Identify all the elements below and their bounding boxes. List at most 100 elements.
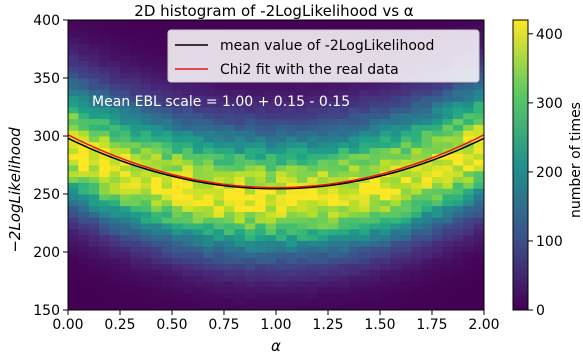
heatmap-cell xyxy=(140,298,152,305)
heatmap-cell xyxy=(338,107,350,114)
heatmap-cell xyxy=(192,228,204,236)
heatmap-cell xyxy=(172,228,183,236)
heatmap-cell xyxy=(78,194,90,201)
heatmap-cell xyxy=(411,118,423,125)
heatmap-cell xyxy=(255,223,267,230)
heatmap-cell xyxy=(78,217,90,224)
heatmap-cell xyxy=(120,269,131,276)
heatmap-cell xyxy=(307,199,319,207)
heatmap-cell xyxy=(109,182,121,189)
heatmap-cell xyxy=(369,83,381,91)
heatmap-cell xyxy=(369,159,381,166)
heatmap-cell xyxy=(390,95,402,102)
heatmap-cell xyxy=(130,66,142,73)
heatmap-cell xyxy=(151,188,163,195)
heatmap-cell xyxy=(130,234,142,241)
heatmap-cell xyxy=(192,159,204,166)
heatmap-cell xyxy=(213,188,225,195)
heatmap-cell xyxy=(78,263,90,270)
heatmap-cell xyxy=(120,188,131,195)
heatmap-cell xyxy=(68,101,79,108)
heatmap-cell xyxy=(400,20,412,27)
heatmap-cell xyxy=(317,153,329,160)
heatmap-cell xyxy=(328,112,339,120)
heatmap-cell xyxy=(390,234,402,241)
heatmap-cell xyxy=(99,234,111,241)
heatmap-cell xyxy=(140,170,152,178)
heatmap-cell xyxy=(473,257,485,265)
heatmap-cell xyxy=(99,136,111,143)
heatmap-cell xyxy=(151,252,163,259)
heatmap-cell xyxy=(265,252,277,259)
heatmap-cell xyxy=(151,275,163,282)
heatmap-cell xyxy=(244,304,256,311)
heatmap-cell xyxy=(88,112,100,120)
heatmap-cell xyxy=(421,153,433,160)
heatmap-cell xyxy=(463,217,475,224)
heatmap-cell xyxy=(380,124,391,131)
heatmap-cell xyxy=(473,286,485,294)
heatmap-cell xyxy=(452,246,464,253)
heatmap-cell xyxy=(99,95,111,102)
heatmap-cell xyxy=(161,223,173,230)
heatmap-cell xyxy=(78,66,90,73)
heatmap-cell xyxy=(473,136,485,143)
heatmap-cell xyxy=(286,112,298,120)
heatmap-cell xyxy=(88,78,100,85)
heatmap-cell xyxy=(109,292,121,299)
heatmap-cell xyxy=(421,25,433,33)
heatmap-cell xyxy=(369,292,381,299)
heatmap-cell xyxy=(161,263,173,270)
heatmap-cell xyxy=(276,107,287,114)
heatmap-cell xyxy=(452,223,464,230)
heatmap-cell xyxy=(338,304,350,311)
heatmap-cell xyxy=(421,89,433,96)
heatmap-cell xyxy=(317,95,329,102)
heatmap-cell xyxy=(296,101,308,108)
heatmap-cell xyxy=(172,298,183,305)
heatmap-cell xyxy=(307,141,319,149)
x-tick-label: 1.25 xyxy=(312,317,343,333)
heatmap-cell xyxy=(88,66,100,73)
heatmap-cell xyxy=(286,176,298,183)
heatmap-cell xyxy=(161,25,173,33)
heatmap-cell xyxy=(192,89,204,96)
heatmap-cell xyxy=(369,205,381,212)
heatmap-cell xyxy=(390,286,402,294)
heatmap-cell xyxy=(78,112,90,120)
heatmap-cell xyxy=(369,95,381,102)
heatmap-cell xyxy=(421,182,433,189)
heatmap-cell xyxy=(161,83,173,91)
heatmap-cell xyxy=(421,170,433,178)
heatmap-cell xyxy=(203,234,215,241)
heatmap-cell xyxy=(192,223,204,230)
heatmap-cell xyxy=(99,223,111,230)
heatmap-cell xyxy=(369,136,381,143)
heatmap-cell xyxy=(172,83,183,91)
heatmap-cell xyxy=(359,246,371,253)
heatmap-cell xyxy=(130,263,142,270)
heatmap-cell xyxy=(359,124,371,131)
heatmap-cell xyxy=(348,234,360,241)
heatmap-cell xyxy=(172,176,183,183)
heatmap-cell xyxy=(88,83,100,91)
heatmap-cell xyxy=(348,199,360,207)
heatmap-cell xyxy=(78,182,90,189)
heatmap-cell xyxy=(172,112,183,120)
heatmap-cell xyxy=(109,147,121,154)
heatmap-cell xyxy=(442,275,454,282)
heatmap-cell xyxy=(120,182,131,189)
heatmap-cell xyxy=(400,165,412,172)
heatmap-cell xyxy=(120,95,131,102)
heatmap-cell xyxy=(99,252,111,259)
heatmap-cell xyxy=(338,217,350,224)
heatmap-cell xyxy=(432,136,443,143)
heatmap-cell xyxy=(473,153,485,160)
heatmap-cell xyxy=(432,89,443,96)
heatmap-cell xyxy=(463,234,475,241)
heatmap-cell xyxy=(296,165,308,172)
heatmap-cell xyxy=(276,223,287,230)
heatmap-cell xyxy=(161,275,173,282)
heatmap-cell xyxy=(172,147,183,154)
heatmap-cell xyxy=(130,31,142,38)
